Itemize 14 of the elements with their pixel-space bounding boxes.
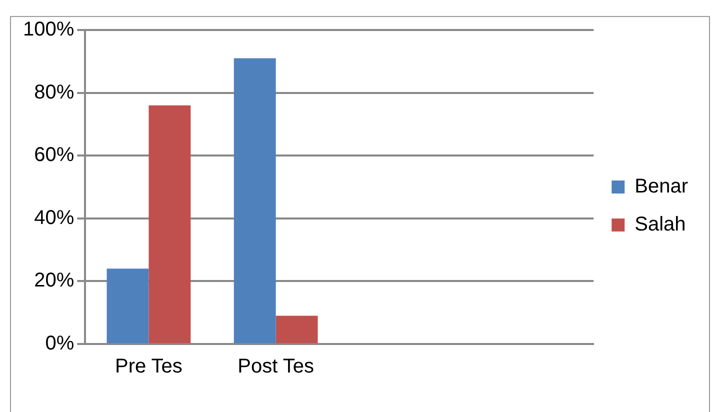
bar — [276, 316, 318, 343]
y-tick-label: 0% — [45, 332, 74, 355]
x-tick-label: Post Tes — [238, 356, 314, 378]
y-tick-label: 40% — [34, 206, 74, 229]
bar — [106, 268, 149, 343]
y-tick-label: 60% — [34, 144, 74, 166]
bar — [148, 105, 191, 343]
legend-label: Salah — [634, 214, 686, 236]
y-tick-label: 100% — [22, 18, 74, 41]
y-tick-label: 20% — [34, 270, 74, 292]
y-tick-label: 80% — [34, 81, 74, 104]
legend-label: Benar — [634, 176, 688, 198]
x-tick-label: Pre Tes — [114, 356, 182, 378]
bar — [234, 58, 276, 343]
